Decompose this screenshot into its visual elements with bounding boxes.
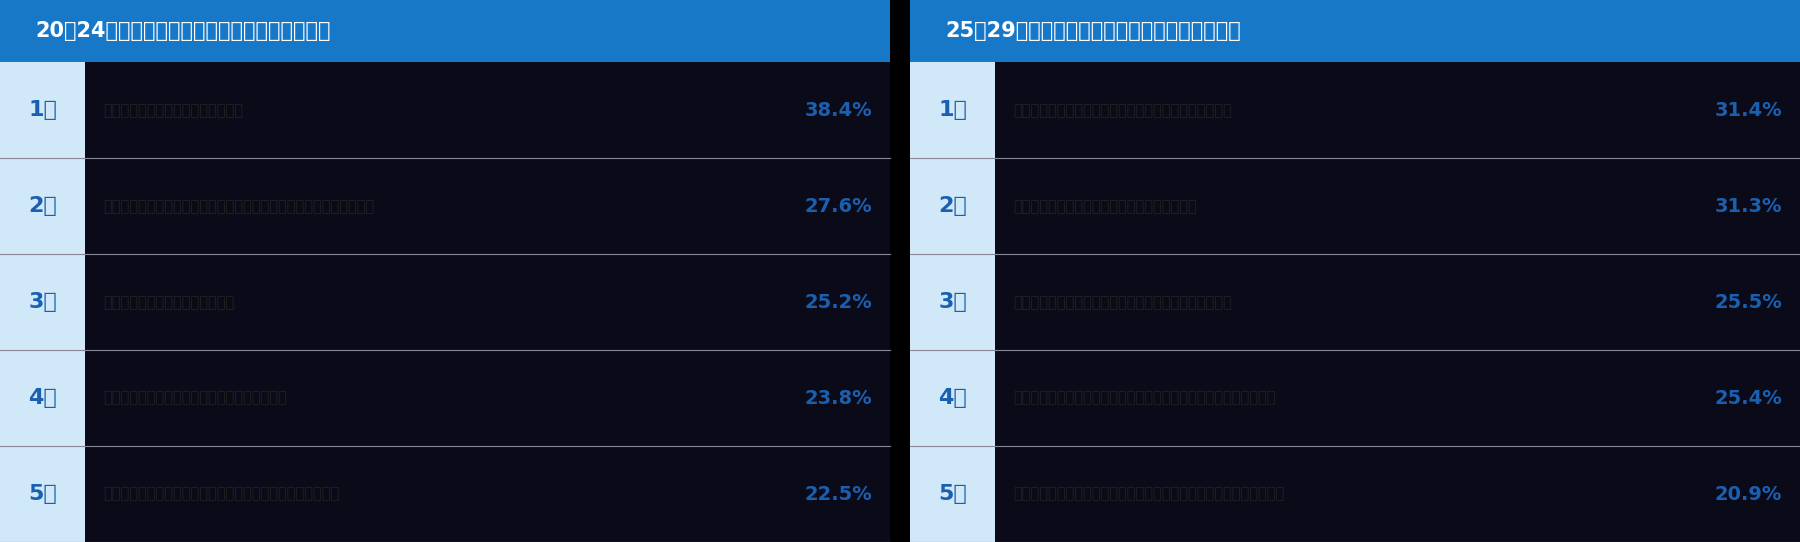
Text: 38.4%: 38.4% (805, 101, 871, 120)
Text: 31.3%: 31.3% (1714, 197, 1782, 216)
Text: 5位: 5位 (938, 484, 967, 504)
Text: 5位: 5位 (29, 484, 58, 504)
Text: 31.4%: 31.4% (1714, 101, 1782, 120)
Text: 労働時間・休日などの条件がよくなかったから: 労働時間・休日などの条件がよくなかったから (103, 391, 286, 405)
Text: 仕事内容が自分に合っていなかったから・希望の職種に就きたいから: 仕事内容が自分に合っていなかったから・希望の職種に就きたいから (103, 199, 374, 214)
Text: 4位: 4位 (29, 388, 58, 408)
Text: 25.4%: 25.4% (1714, 389, 1782, 408)
Text: 3位: 3位 (938, 292, 967, 312)
Text: 仕事内容が自分に合っていなかったから・希望の職種に就きたいから: 仕事内容が自分に合っていなかったから・希望の職種に就きたいから (1013, 487, 1283, 501)
Text: 25.5%: 25.5% (1714, 293, 1782, 312)
Text: 25.2%: 25.2% (805, 293, 871, 312)
Text: 20.9%: 20.9% (1715, 485, 1782, 504)
Text: 人間関係がうまくいかなかったから: 人間関係がうまくいかなかったから (103, 103, 243, 118)
Text: 給与・賞与・昇給など、処遇・待遇に不満があったから: 給与・賞与・昇給など、処遇・待遇に不満があったから (1013, 295, 1231, 309)
Text: 4位: 4位 (938, 388, 967, 408)
Text: 会社の経営陣・上司・同僚との人間関係がうまくいかなかったから: 会社の経営陣・上司・同僚との人間関係がうまくいかなかったから (1013, 391, 1276, 405)
Text: 労働時間・休日などの条件がよくなかったから: 労働時間・休日などの条件がよくなかったから (1013, 199, 1197, 214)
Text: 3位: 3位 (29, 292, 58, 312)
Text: 1位: 1位 (938, 100, 967, 120)
Text: 20～24歳の自己都合による転職理由ランキング: 20～24歳の自己都合による転職理由ランキング (34, 21, 331, 41)
Text: 2位: 2位 (29, 196, 58, 216)
Text: 25～29歳の自己都合による転職理由ランキング: 25～29歳の自己都合による転職理由ランキング (945, 21, 1240, 41)
Text: 会社の将来性・経営方针・体賣などに不満があったから: 会社の将来性・経営方针・体賣などに不満があったから (1013, 103, 1231, 118)
Text: 1位: 1位 (29, 100, 58, 120)
Text: 27.6%: 27.6% (805, 197, 871, 216)
Text: 23.8%: 23.8% (805, 389, 871, 408)
Text: 給与・年収に不満があったから・昇給が見込めなかったから: 給与・年収に不満があったから・昇給が見込めなかったから (103, 487, 338, 501)
Text: 22.5%: 22.5% (805, 485, 871, 504)
Text: 会社に将来性がないと感じたから: 会社に将来性がないと感じたから (103, 295, 234, 309)
Text: 2位: 2位 (938, 196, 967, 216)
